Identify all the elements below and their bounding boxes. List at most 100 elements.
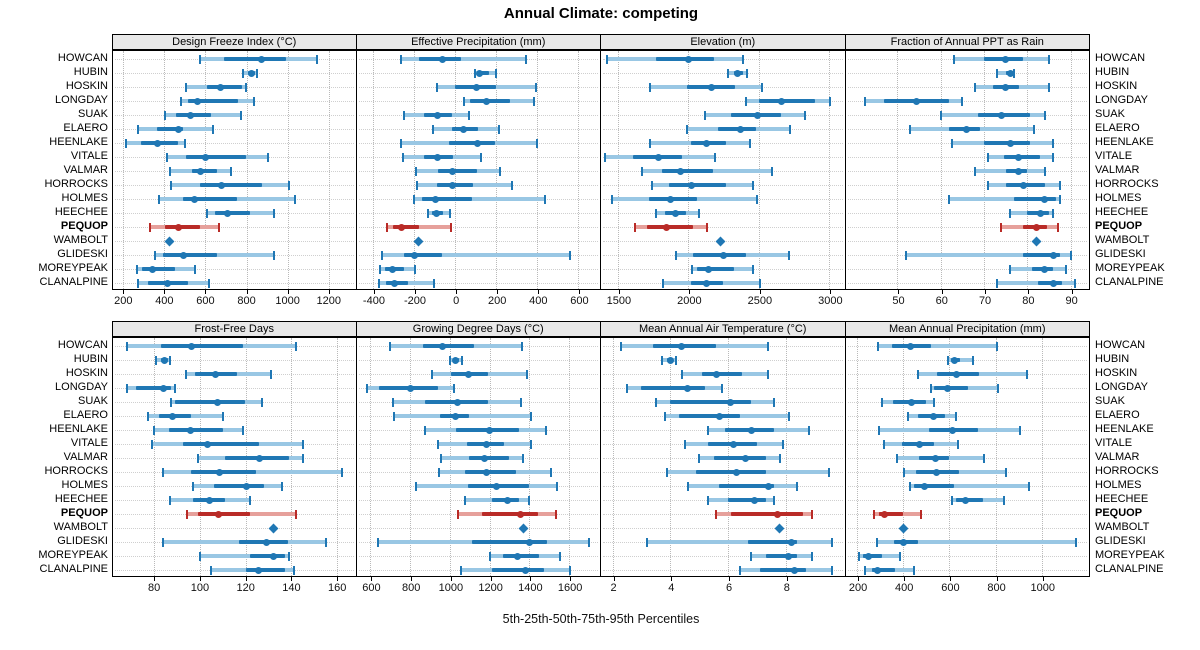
gridline <box>414 51 416 289</box>
median-dot <box>997 111 1005 119</box>
whisker-cap-low <box>148 222 151 232</box>
site-label-left-elaero-row1: ELAERO <box>63 122 108 134</box>
whisker-cap-high <box>414 264 417 274</box>
axis-tick-label: 2000 <box>677 295 702 307</box>
row-guide <box>847 101 1087 102</box>
whisker-cap-low <box>625 383 628 393</box>
whisker-cap-high <box>706 222 709 232</box>
median-dot <box>932 454 940 462</box>
percentile-bar-hoskin-iqr <box>702 372 743 376</box>
axis-tick-label: 800 <box>401 582 421 594</box>
whisker-cap-high <box>432 278 435 288</box>
whisker-cap-low <box>413 194 416 204</box>
axis-tick-label: 200 <box>848 582 868 594</box>
percentile-bar-howcan-iqr <box>161 344 244 348</box>
whisker-cap-high <box>207 278 210 288</box>
site-label-right-elaero-row1: ELAERO <box>1095 122 1140 134</box>
gridline <box>410 338 412 576</box>
whisker-cap-high <box>281 481 284 491</box>
percentile-bar-clanalpine-iqr <box>872 568 896 572</box>
whisker-cap-low <box>435 82 438 92</box>
whisker-cap-low <box>389 341 392 351</box>
whisker-cap-low <box>744 96 747 106</box>
whisker-cap-high <box>293 194 296 204</box>
median-dot <box>952 370 960 378</box>
whisker-cap-low <box>974 166 977 176</box>
whisker-cap-high <box>194 264 197 274</box>
axis-tick <box>245 577 247 581</box>
whisker-cap-high <box>211 124 214 134</box>
row-guide <box>358 360 598 361</box>
site-label-left-wambolt-row1: WAMBOLT <box>53 234 108 246</box>
row-guide <box>847 528 1087 529</box>
site-label-left-moreypeak-row1: MOREYPEAK <box>38 262 108 274</box>
whisker-cap-low <box>401 152 404 162</box>
whisker-cap-low <box>996 68 999 78</box>
whisker-cap-low <box>750 551 753 561</box>
whisker-cap-low <box>906 411 909 421</box>
row-guide <box>603 73 843 74</box>
gridline <box>1041 338 1043 576</box>
row-guide <box>603 157 843 158</box>
row-guide <box>115 269 354 270</box>
site-label-left-hubin-row2: HUBIN <box>73 353 108 365</box>
axis-tick <box>246 290 248 294</box>
site-label-right-hoskin-row1: HOSKIN <box>1095 80 1138 92</box>
row-guide <box>358 227 598 228</box>
axis-tick <box>411 577 413 581</box>
whisker-cap-high <box>1043 166 1046 176</box>
site-label-right-vitale-row2: VITALE <box>1095 437 1133 449</box>
axis-tick <box>164 290 166 294</box>
median-dot <box>1015 153 1023 161</box>
site-label-left-valmar-row1: VALMAR <box>63 164 108 176</box>
whisker-cap-low <box>706 495 709 505</box>
whisker-cap-high <box>288 551 291 561</box>
percentile-bar-moreypeak-iqr <box>250 554 285 558</box>
percentile-bar-heenlake-iqr <box>169 428 223 432</box>
whisker-cap-low <box>431 124 434 134</box>
whisker-cap-low <box>1000 222 1003 232</box>
whisker-cap-low <box>876 341 879 351</box>
whisker-cap-low <box>948 194 951 204</box>
whisker-cap-low <box>162 537 165 547</box>
gridline <box>123 51 125 289</box>
site-label-right-wambolt-row1: WAMBOLT <box>1095 234 1150 246</box>
axis-tick <box>1042 577 1044 581</box>
row-guide <box>847 283 1087 284</box>
whisker-cap-high <box>287 180 290 190</box>
axis-tick-label: 600 <box>570 295 589 307</box>
median-dot <box>929 412 937 420</box>
axis-tick <box>373 290 375 294</box>
whisker-cap-low <box>158 194 161 204</box>
percentile-bar-longday-iqr <box>135 386 172 390</box>
site-label-right-horrocks-row1: HORROCKS <box>1095 178 1159 190</box>
median-dot <box>180 251 188 259</box>
median-dot <box>712 370 720 378</box>
row-guide <box>847 87 1087 88</box>
whisker-cap-low <box>680 369 683 379</box>
whisker-cap-high <box>714 152 717 162</box>
median-dot <box>715 412 723 420</box>
percentile-bar-valmar-iqr <box>713 456 766 460</box>
whisker-cap-high <box>933 397 936 407</box>
site-label-left-holmes-row1: HOLMES <box>61 192 108 204</box>
median-dot <box>504 496 512 504</box>
whisker-cap-high <box>173 383 176 393</box>
whisker-cap-low <box>654 397 657 407</box>
site-label-left-pequop-row1: PEQUOP <box>60 220 108 232</box>
whisker-cap-low <box>392 397 395 407</box>
whisker-cap-low <box>703 110 706 120</box>
median-dot <box>1002 83 1010 91</box>
median-dot <box>764 482 772 490</box>
whisker-cap-high <box>295 341 298 351</box>
median-dot <box>1006 69 1014 77</box>
median-dot <box>175 223 183 231</box>
median-dot <box>190 195 198 203</box>
median-dot <box>1041 195 1049 203</box>
whisker-cap-high <box>956 439 959 449</box>
panel-growing-degree-days <box>355 337 601 577</box>
whisker-cap-high <box>520 397 523 407</box>
median-dot <box>159 384 167 392</box>
whisker-cap-high <box>499 166 502 176</box>
axis-tick <box>456 290 458 294</box>
